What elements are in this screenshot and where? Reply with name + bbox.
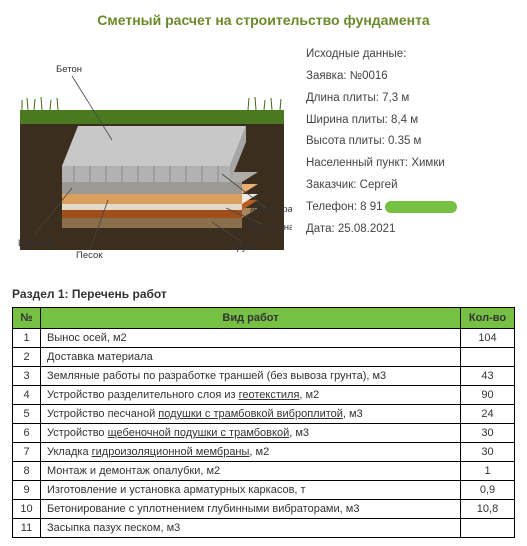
cell-work: Засыпка пазух песком, м3 (41, 519, 461, 538)
table-row: 6Устройство щебеночной подушки с трамбов… (13, 424, 515, 443)
label-sheben: Щебень (18, 238, 53, 249)
table-row: 7Укладка гидроизоляционной мембраны, м23… (13, 443, 515, 462)
cell-num: 7 (13, 443, 41, 462)
meta-heading: Исходные данные: (306, 44, 515, 66)
meta-value: 8 91 (360, 201, 382, 213)
table-row: 3Земляные работы по разработке траншей (… (13, 367, 515, 386)
cell-work: Устройство разделительного слоя из геоте… (41, 386, 461, 405)
cell-work: Укладка гидроизоляционной мембраны, м2 (41, 443, 461, 462)
cell-qty: 0,9 (461, 481, 515, 500)
cell-num: 8 (13, 462, 41, 481)
meta-value: 0.35 м (388, 135, 421, 147)
meta-label: Ширина плиты: (306, 114, 388, 126)
phone-redaction (385, 201, 457, 213)
meta-value: 25.08.2021 (338, 223, 396, 235)
meta-label: Населенный пункт: (306, 157, 408, 169)
cell-work: Устройство песчаной подушки с трамбовкой… (41, 405, 461, 424)
meta-data: Дата: 25.08.2021 (306, 219, 515, 241)
meta-label: Заявка: (306, 70, 347, 82)
cell-num: 11 (13, 519, 41, 538)
cell-work: Доставка материала (41, 348, 461, 367)
meta-vysota: Высота плиты: 0.35 м (306, 131, 515, 153)
meta-telefon: Телефон: 8 91 (306, 197, 515, 219)
cell-num: 6 (13, 424, 41, 443)
col-work: Вид работ (41, 308, 461, 329)
cell-num: 4 (13, 386, 41, 405)
meta-label: Дата: (306, 223, 335, 235)
meta-value: Сергей (360, 179, 398, 191)
cell-qty (461, 348, 515, 367)
meta-value: Химки (411, 157, 444, 169)
cell-work: Вынос осей, м2 (41, 329, 461, 348)
meta-value: 7,3 м (382, 92, 409, 104)
foundation-diagram: Бетон Щебень Песок Арматура Мембрана Гру… (12, 40, 292, 263)
meta-label: Длина плиты: (306, 92, 379, 104)
meta-dlina: Длина плиты: 7,3 м (306, 88, 515, 110)
table-row: 8Монтаж и демонтаж опалубки, м21 (13, 462, 515, 481)
cell-num: 10 (13, 500, 41, 519)
table-row: 2Доставка материала (13, 348, 515, 367)
page-title: Сметный расчет на строительство фундамен… (12, 12, 515, 28)
cell-num: 9 (13, 481, 41, 500)
cell-qty: 30 (461, 443, 515, 462)
table-row: 10Бетонирование с уплотнением глубинными… (13, 500, 515, 519)
cell-work: Монтаж и демонтаж опалубки, м2 (41, 462, 461, 481)
col-num: № (13, 308, 41, 329)
top-row: Бетон Щебень Песок Арматура Мембрана Гру… (12, 40, 515, 263)
label-pesok: Песок (76, 250, 103, 260)
cell-qty: 1 (461, 462, 515, 481)
meta-value: 8,4 м (391, 114, 418, 126)
cell-num: 1 (13, 329, 41, 348)
col-qty: Кол-во (461, 308, 515, 329)
table-row: 1Вынос осей, м2104 (13, 329, 515, 348)
meta-label: Телефон: (306, 201, 357, 213)
table-row: 5Устройство песчаной подушки с трамбовко… (13, 405, 515, 424)
label-armatura: Арматура (250, 204, 292, 215)
cell-qty: 10,8 (461, 500, 515, 519)
cell-num: 2 (13, 348, 41, 367)
cell-work: Бетонирование с уплотнением глубинными в… (41, 500, 461, 519)
label-membrana: Мембрана (248, 222, 292, 233)
cell-qty: 90 (461, 386, 515, 405)
cell-qty: 104 (461, 329, 515, 348)
cell-qty (461, 519, 515, 538)
meta-punkt: Населенный пункт: Химки (306, 153, 515, 175)
meta-block: Исходные данные: Заявка: №0016 Длина пли… (306, 40, 515, 263)
works-table: № Вид работ Кол-во 1Вынос осей, м21042До… (12, 307, 515, 538)
meta-zayavka: Заявка: №0016 (306, 66, 515, 88)
cell-work: Изготовление и установка арматурных карк… (41, 481, 461, 500)
cell-num: 5 (13, 405, 41, 424)
meta-value: №0016 (350, 70, 388, 82)
table-row: 9Изготовление и установка арматурных кар… (13, 481, 515, 500)
meta-label: Высота плиты: (306, 135, 385, 147)
meta-zakazchik: Заказчик: Сергей (306, 175, 515, 197)
table-row: 4Устройство разделительного слоя из геот… (13, 386, 515, 405)
cell-qty: 30 (461, 424, 515, 443)
meta-shirina: Ширина плиты: 8,4 м (306, 110, 515, 132)
cell-qty: 43 (461, 367, 515, 386)
cell-work: Устройство щебеночной подушки с трамбовк… (41, 424, 461, 443)
cell-num: 3 (13, 367, 41, 386)
label-beton: Бетон (56, 64, 82, 75)
cell-work: Земляные работы по разработке траншей (б… (41, 367, 461, 386)
table-row: 11Засыпка пазух песком, м3 (13, 519, 515, 538)
meta-label: Заказчик: (306, 179, 356, 191)
section1-title: Раздел 1: Перечень работ (12, 287, 515, 301)
label-grunt: Грунт (232, 242, 257, 253)
cell-qty: 24 (461, 405, 515, 424)
